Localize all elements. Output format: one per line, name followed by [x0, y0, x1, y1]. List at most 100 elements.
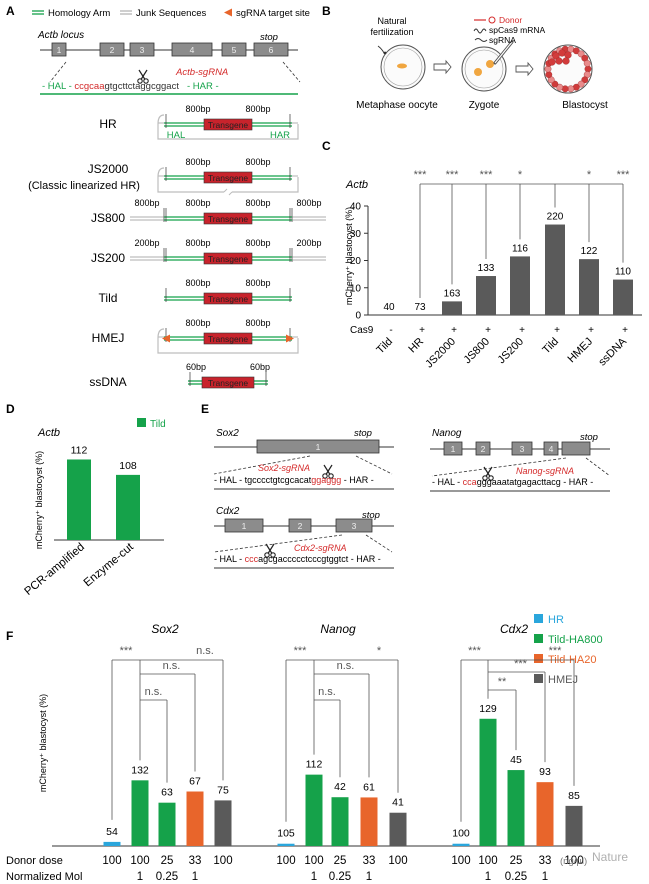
panel-f-ylabel: mCherry⁺ blastocyst (%) [38, 694, 48, 792]
stop-label: stop [260, 32, 278, 43]
arm-length-left: 800bp [185, 104, 210, 114]
transgene-label: Transgene [208, 334, 249, 344]
construct-name: HMEJ [92, 331, 125, 345]
watermark: Nature [592, 850, 628, 864]
panel-letter-e: E [201, 402, 209, 416]
legend-homology-label: Homology Arm [48, 8, 110, 19]
transgene-label: Transgene [208, 254, 249, 264]
panel-d: D Actb Tild mCherry⁺ blastocyst (%) 112 P… [6, 402, 166, 598]
donor-dose-value: 100 [130, 855, 149, 867]
exon-label: 1 [451, 444, 456, 454]
significance-stars: *** [514, 658, 528, 670]
significance-stars: * [587, 169, 592, 181]
bar [305, 774, 323, 846]
donor-dose-value: 33 [363, 855, 376, 867]
donor-dose-value: 100 [276, 855, 295, 867]
legend-junk-label: Junk Sequences [136, 8, 206, 19]
transgene-box [203, 292, 253, 305]
exon-label: 1 [57, 45, 62, 55]
bar [536, 782, 554, 846]
cas9-mark: - [389, 325, 392, 336]
y-tick-label: 40 [350, 202, 362, 213]
panel-d-gene: Actb [37, 427, 60, 439]
construct-name: Tild [99, 291, 118, 305]
significance-stars: n.s. [196, 645, 214, 657]
donor-dose-value: 25 [510, 855, 523, 867]
arm-length-right: 60bp [250, 362, 270, 372]
exon-label: 5 [232, 45, 237, 55]
hal-label: HAL [167, 130, 185, 141]
arm-length-right: 800bp [245, 198, 270, 208]
bar [116, 474, 140, 540]
panel-d-legend-swatch [137, 418, 146, 427]
bar-n-label: 112 [306, 759, 323, 771]
arrow-icon [433, 59, 452, 75]
panel-b: B Natural fertilization Donor spCas9 mRN… [322, 4, 608, 111]
donor-dose-value: 25 [334, 855, 347, 867]
junk-length-right: 800bp [296, 198, 321, 208]
sgrna-label: sgRNA [489, 35, 516, 45]
bar [67, 459, 91, 540]
exon-label: 1 [242, 521, 247, 531]
cas9-mark: + [622, 325, 628, 336]
panel-letter-c: C [322, 139, 331, 153]
donor-dose-value: 25 [161, 855, 174, 867]
bar-n-label: 116 [512, 243, 528, 254]
transgene-box [201, 376, 255, 389]
construct-js200: JS200 200bp 200bp Transgene 800bp 800bp [91, 238, 326, 265]
normalized-mol-value: 0.25 [156, 871, 178, 883]
stage-oocyte-label: Metaphase oocyte [356, 100, 438, 111]
bar-n-label: 61 [363, 781, 375, 793]
bar [331, 797, 349, 846]
x-category-label: JS2000 [423, 336, 458, 371]
construct-hr: HR Transgene 800bp 800bp HAL HAR [99, 104, 299, 141]
donor-dose-value: 100 [478, 855, 497, 867]
bar-n-label: 105 [277, 828, 295, 840]
sgrna-site-icon [286, 334, 294, 343]
x-category-label: JS200 [496, 336, 527, 367]
blastocyst-cell [581, 76, 589, 84]
significance-stars: ** [498, 676, 507, 688]
blastocyst-cell [556, 83, 564, 91]
x-category-label: ssDNA [596, 335, 629, 368]
panel-d-legend: Tild [150, 419, 166, 430]
construct-subtitle: (Classic linearized HR) [28, 180, 140, 192]
bar-n-label: 110 [615, 267, 631, 278]
har-label: HAR [270, 130, 290, 141]
dose-unit: (ng/µl) [560, 856, 587, 867]
construct-name: HR [99, 117, 117, 131]
y-tick-label: 0 [355, 311, 361, 322]
cas9-mark: + [451, 325, 457, 336]
bar-n-label: 73 [414, 302, 426, 313]
construct-name: JS2000 [88, 162, 129, 176]
blastocyst-cell [545, 71, 553, 79]
cas9-mark: + [485, 325, 491, 336]
cdx2-sgrna-label: Cdx2-sgRNA [294, 543, 347, 553]
bar [476, 276, 496, 315]
bar [186, 791, 204, 846]
donor-dose-value: 100 [388, 855, 407, 867]
mrna-icon [473, 28, 487, 34]
donor-label: Donor [499, 15, 522, 25]
exon-label: 2 [298, 521, 303, 531]
exon-label: 3 [520, 444, 525, 454]
construct-name: JS800 [91, 211, 125, 225]
y-tick-label: 20 [350, 256, 362, 267]
panel-letter-f: F [6, 629, 13, 643]
transgene-box [203, 212, 253, 225]
exon-label: 2 [481, 444, 486, 454]
junk-length-right: 200bp [296, 238, 321, 248]
sgrna-site-icon [162, 334, 170, 343]
panel-letter-d: D [6, 402, 15, 416]
cas9-mark: + [588, 325, 594, 336]
cdx2-gene-label: Cdx2 [216, 506, 240, 517]
x-category-label: Tild [374, 336, 395, 357]
junk-length-left: 200bp [134, 238, 159, 248]
significance-stars: n.s. [337, 660, 355, 672]
donor-dose-value: 100 [304, 855, 323, 867]
bar-n-label: 85 [568, 790, 580, 802]
bar [613, 279, 633, 315]
legend-hr: HR [548, 614, 564, 626]
blastocyst-cell [584, 65, 592, 73]
